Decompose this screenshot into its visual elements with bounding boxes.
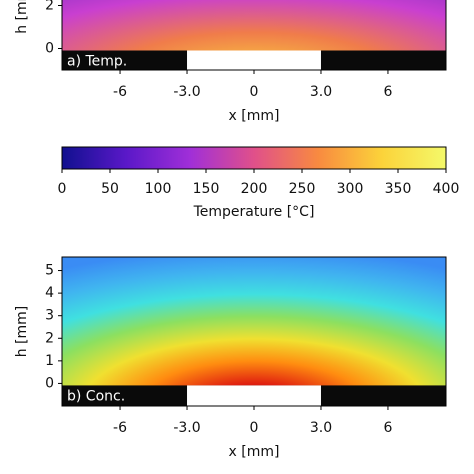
y-axis-label: h [mm] (14, 0, 30, 34)
heater (187, 50, 321, 70)
y-tick-label: 2 (45, 330, 54, 346)
colorbar-tick-label: 0 (58, 181, 67, 197)
y-tick-label: 3 (45, 308, 54, 324)
x-tick-label: 6 (383, 84, 392, 100)
panel-annotation: a) Temp. (67, 53, 127, 69)
y-tick-label: 2 (45, 0, 54, 14)
heatmap-image (62, 257, 446, 406)
x-tick-label: 6 (383, 420, 392, 436)
colorbar-tick-label: 50 (101, 181, 119, 197)
colorbar-tick-label: 150 (193, 181, 220, 197)
colorbar-tick-label: 250 (289, 181, 316, 197)
y-tick-label: 5 (45, 263, 54, 279)
colorbar-tick-label: 400 (433, 181, 460, 197)
colorbar (61, 146, 447, 170)
x-tick-label: -6 (113, 84, 127, 100)
x-tick-label: 0 (250, 420, 259, 436)
colorbar-tick-label: 100 (145, 181, 172, 197)
x-tick-label: 0 (250, 84, 259, 100)
x-tick-label: -3.0 (173, 84, 200, 100)
y-tick-label: 0 (45, 41, 54, 57)
x-axis-label: x [mm] (229, 444, 280, 460)
x-axis-label: x [mm] (229, 108, 280, 124)
heater (187, 385, 321, 406)
x-tick-label: -6 (113, 420, 127, 436)
x-tick-label: -3.0 (173, 420, 200, 436)
y-axis-label: h [mm] (14, 306, 30, 358)
colorbar-label: Temperature [°C] (193, 204, 315, 220)
colorbar-tick-label: 350 (385, 181, 412, 197)
panel-annotation: b) Conc. (67, 389, 125, 405)
y-tick-label: 1 (45, 353, 54, 369)
colorbar-tick-label: 200 (241, 181, 268, 197)
x-tick-label: 3.0 (310, 84, 332, 100)
x-tick-label: 3.0 (310, 420, 332, 436)
y-tick-label: 4 (45, 285, 54, 301)
y-tick-label: 0 (45, 375, 54, 391)
colorbar-tick-label: 300 (337, 181, 364, 197)
